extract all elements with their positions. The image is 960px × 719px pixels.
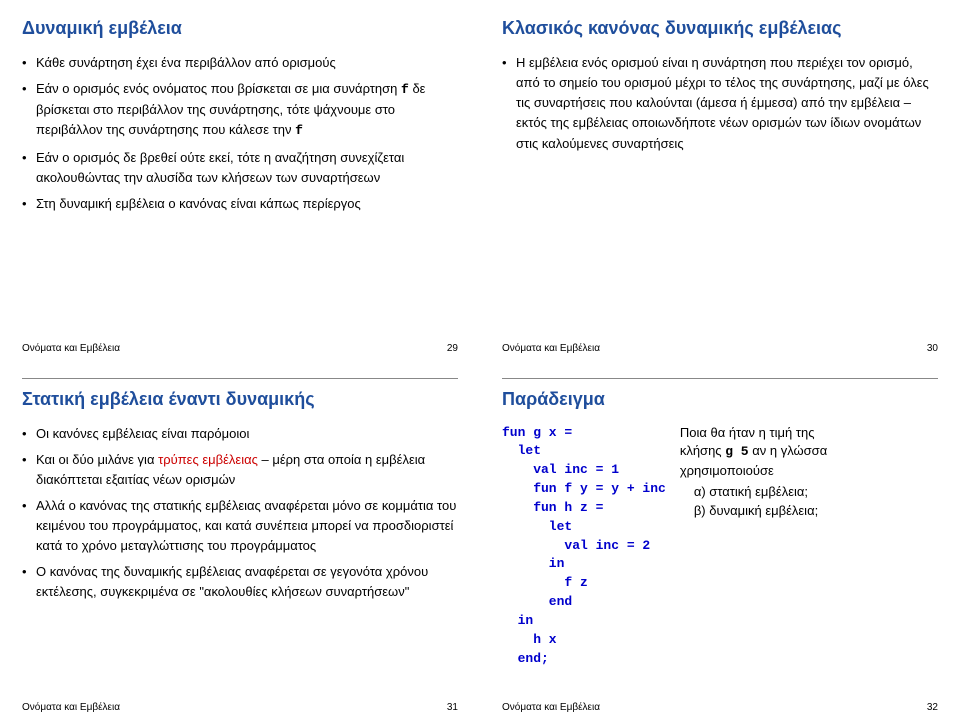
bullet-item: Η εμβέλεια ενός ορισμού είναι η συνάρτησ… — [502, 53, 938, 154]
bullet-item: Ο κανόνας της δυναμικής εμβέλειας αναφέρ… — [22, 562, 458, 602]
bullet-item: Και οι δύο μιλάνε για τρύπες εμβέλειας –… — [22, 450, 458, 490]
bullet-list: Κάθε συνάρτηση έχει ένα περιβάλλον από ο… — [22, 53, 458, 332]
slide-static-vs-dynamic: Στατική εμβέλεια έναντι δυναμικής Οι καν… — [0, 360, 480, 719]
footer-label: Ονόματα και Εμβέλεια — [502, 343, 600, 354]
question-line: Ποια θα ήταν η τιμή της — [680, 424, 827, 443]
slide-title: Κλασικός κανόνας δυναμικής εμβέλειας — [502, 18, 938, 39]
footer-label: Ονόματα και Εμβέλεια — [22, 702, 120, 713]
bullet-item: Εάν ο ορισμός ενός ονόματος που βρίσκετα… — [22, 79, 458, 141]
bullet-item: Στη δυναμική εμβέλεια ο κανόνας είναι κά… — [22, 194, 458, 214]
page-number: 30 — [927, 343, 938, 354]
bullet-item: Κάθε συνάρτηση έχει ένα περιβάλλον από ο… — [22, 53, 458, 73]
bullet-item: Εάν ο ορισμός δε βρεθεί ούτε εκεί, τότε … — [22, 148, 458, 188]
slide-dynamic-scope: Δυναμική εμβέλεια Κάθε συνάρτηση έχει έν… — [0, 0, 480, 360]
option-b: β) δυναμική εμβέλεια; — [680, 502, 827, 521]
code-block: fun g x = let val inc = 1 fun f y = y + … — [502, 424, 666, 692]
option-a: α) στατική εμβέλεια; — [680, 483, 827, 502]
footer-label: Ονόματα και Εμβέλεια — [22, 343, 120, 354]
slide-title: Παράδειγμα — [502, 389, 938, 410]
footer-label: Ονόματα και Εμβέλεια — [502, 702, 600, 713]
bullet-item: Αλλά ο κανόνας της στατικής εμβέλειας αν… — [22, 496, 458, 556]
page-number: 29 — [447, 343, 458, 354]
slide-title: Στατική εμβέλεια έναντι δυναμικής — [22, 389, 458, 410]
bullet-item: Οι κανόνες εμβέλειας είναι παρόμοιοι — [22, 424, 458, 444]
slide-classic-rule: Κλασικός κανόνας δυναμικής εμβέλειας Η ε… — [480, 0, 960, 360]
bullet-list: Η εμβέλεια ενός ορισμού είναι η συνάρτησ… — [502, 53, 938, 332]
question-line: κλήσης g 5 αν η γλώσσα — [680, 442, 827, 462]
code-inline: g 5 — [725, 444, 748, 459]
question-line: χρησιμοποιούσε — [680, 462, 827, 481]
slide-footer: Ονόματα και Εμβέλεια 29 — [22, 343, 458, 354]
example-body: fun g x = let val inc = 1 fun f y = y + … — [502, 424, 938, 692]
slide-footer: Ονόματα και Εμβέλεια 31 — [22, 702, 458, 713]
question-block: Ποια θα ήταν η τιμή της κλήσης g 5 αν η … — [680, 424, 827, 692]
slide-example: Παράδειγμα fun g x = let val inc = 1 fun… — [480, 360, 960, 719]
slide-footer: Ονόματα και Εμβέλεια 32 — [502, 702, 938, 713]
slide-title: Δυναμική εμβέλεια — [22, 18, 458, 39]
page-number: 32 — [927, 702, 938, 713]
page-number: 31 — [447, 702, 458, 713]
slide-footer: Ονόματα και Εμβέλεια 30 — [502, 343, 938, 354]
bullet-list: Οι κανόνες εμβέλειας είναι παρόμοιοι Και… — [22, 424, 458, 692]
